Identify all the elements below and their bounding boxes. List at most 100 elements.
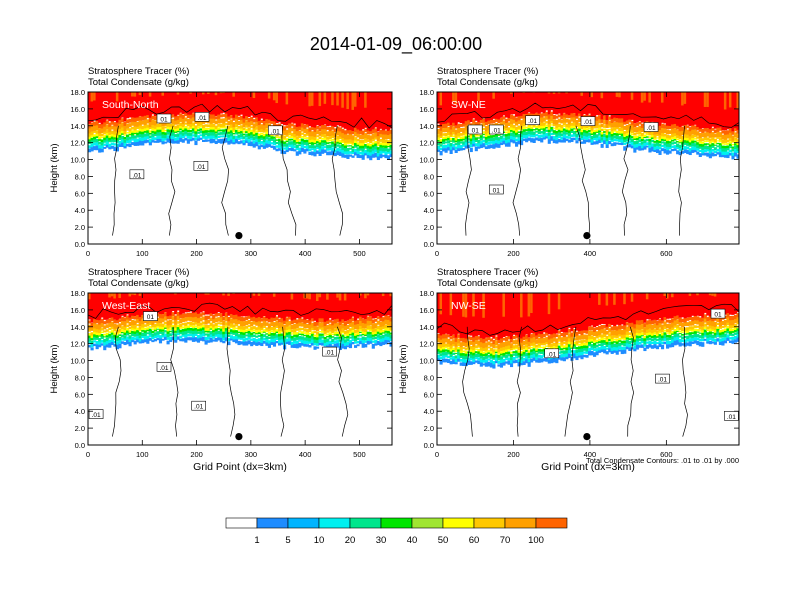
tracer-cell — [577, 355, 582, 358]
tracer-cell — [326, 142, 330, 144]
tracer-cell — [166, 129, 170, 134]
tracer-cell — [477, 353, 481, 358]
tracer-cell — [472, 137, 476, 142]
tracer-cell — [620, 334, 624, 340]
tracer-cell — [489, 351, 493, 355]
tracer-cell — [668, 150, 672, 154]
tracer-cell — [462, 347, 466, 350]
tracer-cell — [575, 344, 579, 346]
tracer-cell — [557, 293, 561, 330]
tracer-cell — [703, 293, 707, 313]
tracer-cell — [718, 92, 722, 128]
tracer-cell — [628, 335, 632, 338]
tracer-cell — [618, 342, 622, 348]
tracer-cell — [555, 92, 559, 115]
tracer-cell — [696, 126, 700, 131]
tracer-cell — [560, 115, 564, 120]
tracer-cell — [95, 329, 99, 334]
tracer-cell — [447, 137, 451, 141]
tracer-cell — [522, 131, 526, 136]
tracer-cell — [515, 356, 519, 359]
tracer-cell — [176, 321, 180, 324]
tracer-cell — [542, 92, 546, 115]
tracer-cell — [532, 357, 536, 361]
tracer-cell — [676, 141, 680, 143]
tracer-cell — [628, 92, 632, 121]
tracer-cell — [504, 136, 509, 141]
tracer-cell — [126, 137, 130, 141]
tracer-cell — [645, 329, 649, 334]
tracer-cell — [570, 341, 574, 345]
tracer-cell — [527, 113, 531, 117]
tracer-cell — [118, 92, 122, 122]
tracer-cell — [209, 92, 213, 115]
tracer-cell — [232, 122, 236, 128]
tracer-cell — [444, 138, 448, 141]
tracer-cell — [721, 325, 725, 329]
tracer-cell — [650, 143, 655, 148]
tracer-cell — [136, 141, 140, 146]
tracer-cell — [728, 149, 733, 153]
tracer-cell — [439, 150, 443, 156]
tracer-cell — [237, 125, 241, 129]
tracer-cell — [260, 124, 264, 131]
tracer-cell — [718, 127, 722, 131]
tracer-cell — [217, 293, 221, 313]
tracer-cell — [181, 123, 185, 128]
tracer-cell — [136, 92, 140, 119]
tracer-cell — [565, 123, 569, 128]
tracer-cell — [562, 137, 566, 143]
tracer-cell — [618, 142, 622, 145]
tracer-cell — [462, 362, 466, 367]
tracer-streak — [696, 293, 700, 296]
tracer-cell — [280, 327, 284, 332]
tracer-cell — [356, 293, 360, 319]
tracer-cell — [171, 293, 175, 312]
tracer-cell — [728, 337, 733, 340]
tracer-cell — [260, 318, 264, 322]
tracer-cell — [158, 318, 163, 324]
tracer-streak — [464, 293, 468, 318]
tracer-cell — [389, 144, 392, 149]
tracer-cell — [267, 343, 271, 348]
tracer-cell — [161, 137, 165, 143]
tracer-cell — [691, 316, 695, 322]
y-tick-label: 2.0 — [424, 223, 434, 232]
tracer-cell — [93, 130, 97, 133]
tracer-cell — [721, 130, 725, 134]
tracer-cell — [267, 334, 271, 337]
tracer-cell — [171, 92, 175, 115]
tracer-cell — [364, 138, 368, 143]
tracer-cell — [540, 126, 544, 129]
tracer-cell — [283, 333, 287, 338]
tracer-cell — [336, 328, 340, 331]
tracer-cell — [567, 92, 571, 116]
tracer-cell — [295, 337, 299, 340]
y-tick-label: 12.0 — [419, 139, 434, 148]
tracer-cell — [577, 340, 582, 343]
tracer-cell — [527, 352, 531, 357]
tracer-cell — [318, 331, 322, 333]
tracer-cell — [316, 334, 320, 339]
tracer-cell — [138, 326, 142, 331]
tracer-cell — [540, 338, 544, 345]
tracer-cell — [459, 148, 463, 151]
tracer-cell — [618, 325, 622, 331]
tracer-cell — [346, 324, 350, 330]
x-tick-label: 400 — [299, 450, 312, 459]
tracer-cell — [95, 293, 99, 321]
tracer-cell — [386, 130, 391, 137]
tracer-cell — [437, 293, 441, 334]
tracer-cell — [532, 337, 536, 343]
tracer-cell — [260, 322, 264, 329]
tracer-cell — [615, 118, 619, 123]
y-tick-label: 2.0 — [75, 223, 85, 232]
tracer-cell — [158, 132, 163, 137]
tracer-cell — [176, 115, 180, 121]
tracer-streak — [341, 92, 345, 108]
tracer-cell — [214, 133, 218, 139]
tracer-cell — [542, 122, 546, 127]
tracer-cell — [522, 336, 526, 341]
tracer-cell — [90, 347, 94, 351]
tracer-cell — [439, 147, 443, 151]
